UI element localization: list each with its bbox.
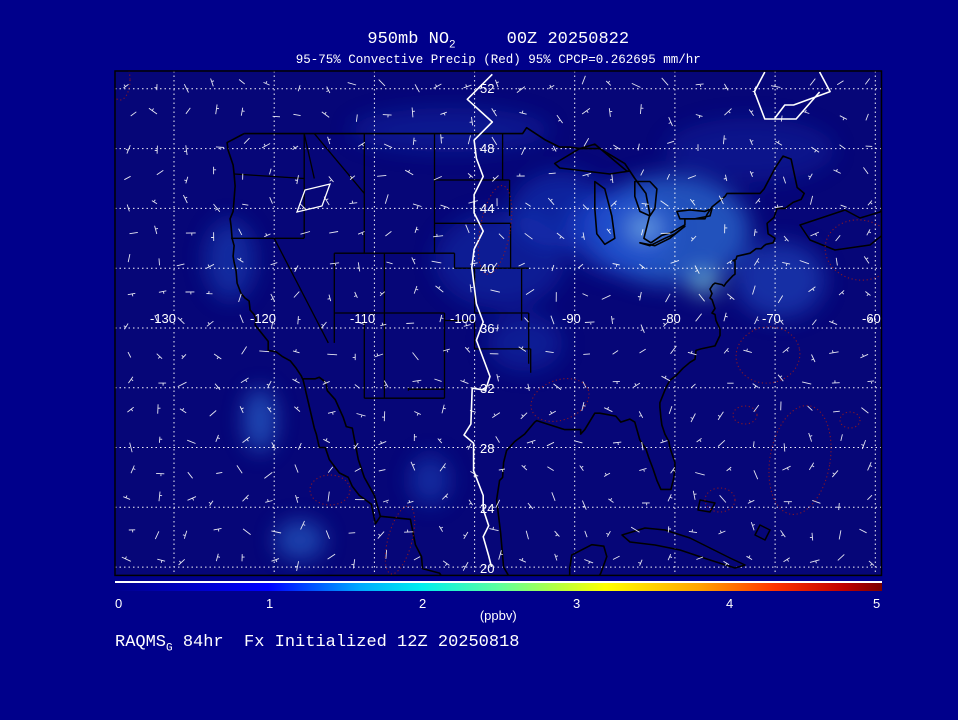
svg-text:-120: -120	[250, 311, 276, 326]
svg-text:24: 24	[480, 501, 494, 516]
svg-text:-80: -80	[662, 311, 681, 326]
svg-text:40: 40	[480, 261, 494, 276]
svg-text:28: 28	[480, 441, 494, 456]
svg-text:32: 32	[480, 381, 494, 396]
svg-text:48: 48	[480, 141, 494, 156]
svg-text:36: 36	[480, 321, 494, 336]
svg-text:-100: -100	[450, 311, 476, 326]
svg-text:44: 44	[480, 201, 494, 216]
svg-text:52: 52	[480, 81, 494, 96]
svg-text:-90: -90	[562, 311, 581, 326]
svg-text:-70: -70	[762, 311, 781, 326]
svg-text:-130: -130	[150, 311, 176, 326]
svg-text:-60: -60	[862, 311, 881, 326]
svg-text:-110: -110	[350, 311, 375, 326]
svg-text:20: 20	[480, 561, 494, 576]
